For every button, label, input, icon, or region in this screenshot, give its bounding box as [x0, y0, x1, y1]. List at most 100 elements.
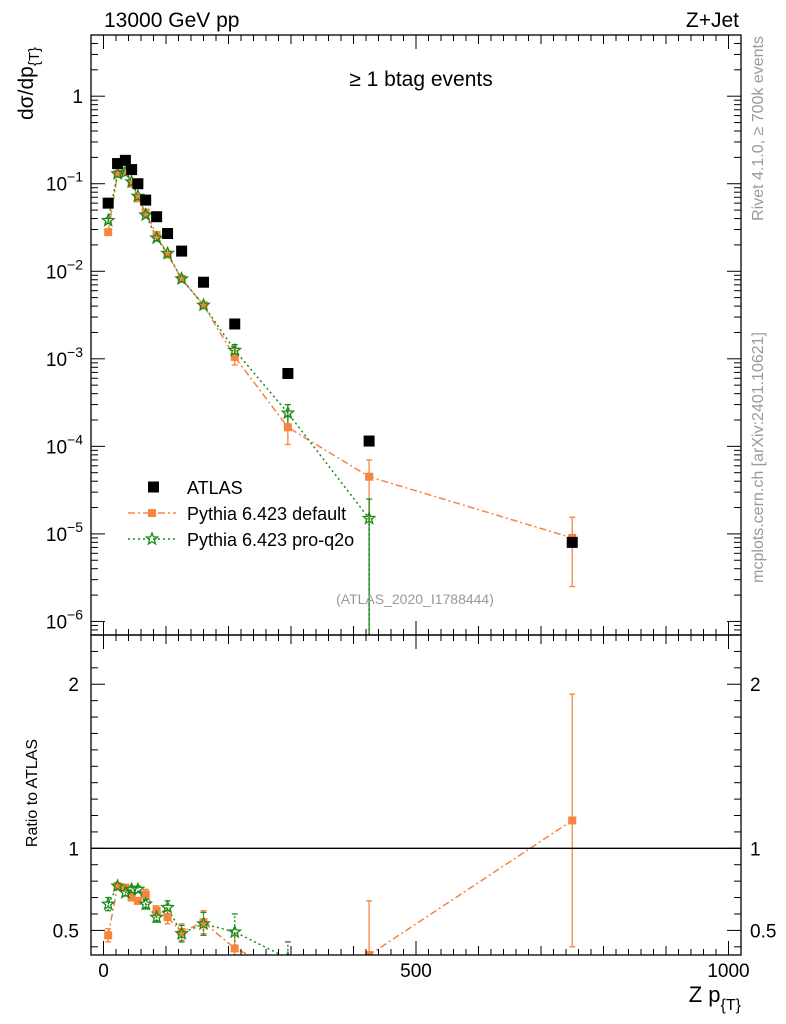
pythia-default-ratio-point [199, 918, 208, 927]
legend-pythia-default-marker [148, 509, 156, 517]
legend-atlas-marker [148, 481, 159, 493]
y-tick-label: 10−1 [46, 169, 83, 196]
ratio-y-tick-label-right: 0.5 [750, 921, 776, 942]
y-tick-base: 1 [72, 87, 83, 108]
pythia-default-ratio-point [133, 896, 142, 905]
legend-label: Pythia 6.423 pro-q2o [187, 530, 354, 550]
pythia-pro-q2o-ratio-point [130, 881, 146, 896]
pythia-pro-q2o-point [160, 245, 176, 260]
y-tick-base: 10 [46, 525, 67, 546]
pythia-default-ratio-point [230, 944, 239, 953]
pythia-pro-q2o-ratio-point [160, 899, 176, 914]
atlas-data-point [112, 158, 124, 170]
legend-item: Pythia 6.423 pro-q2o [128, 530, 354, 550]
pythia-pro-q2o-point [361, 510, 377, 525]
legend-pythia-pro-q2o-marker [144, 531, 160, 546]
pythia-default-ratio-point [163, 913, 172, 922]
y-tick-label: 1 [72, 87, 83, 108]
pythia-default-point [163, 250, 172, 259]
y-tick-base: 10 [46, 262, 67, 283]
pythia-pro-q2o-point [138, 207, 154, 222]
series-line-pythia-default [107, 169, 573, 539]
pythia-pro-q2o-point [227, 342, 243, 357]
pythia-pro-q2o-ratio-point [149, 909, 164, 924]
x-tick-label: 0 [98, 961, 109, 982]
pythia-pro-q2o-ratio-point [138, 896, 154, 911]
main-panel-data [100, 154, 578, 635]
y-tick-label: 10−2 [46, 256, 83, 283]
pythia-default-point [152, 230, 161, 239]
pythia-default-ratio-point [104, 931, 113, 940]
ratio-y-tick-label: 1 [68, 839, 79, 860]
atlas-data-point [229, 318, 241, 330]
ratio-line-pythia-pro-q2o [107, 884, 283, 955]
atlas-data-point [140, 194, 152, 206]
pythia-default-point [177, 274, 186, 283]
mcplots-reference-label: mcplots.cern.ch [arXiv:2401.10621] [750, 332, 767, 583]
pythia-default-ratio-point [127, 893, 136, 902]
pythia-default-ratio-point [141, 890, 150, 899]
series-line-pythia-pro-q2o [107, 171, 370, 519]
pythia-pro-q2o-ratio-point [363, 985, 374, 996]
pythia-default-ratio-point [177, 928, 186, 937]
y-tick-label: 10−4 [46, 431, 83, 458]
pythia-default-point [230, 352, 239, 361]
y-tick-base: 10 [46, 437, 67, 458]
pythia-default-point [127, 179, 136, 188]
chart-title: ≥ 1 btag events [349, 68, 492, 91]
pythia-default-ratio-point [113, 882, 122, 891]
ratio-panel-frame [90, 634, 742, 956]
x-axis-label: Z p{T} [689, 982, 742, 1014]
x-axis-label-sub: {T} [721, 997, 742, 1014]
pythia-default-point [113, 169, 122, 178]
ratio-y-axis-label: Ratio to ATLAS [24, 739, 41, 847]
pythia-pro-q2o-point [100, 212, 116, 227]
atlas-data-point [282, 367, 294, 379]
x-tick-label: 500 [400, 961, 432, 982]
x-axis-label-main: Z p [689, 982, 721, 1007]
legend-item: Pythia 6.423 default [128, 504, 346, 524]
pythia-pro-q2o-ratio-point [100, 896, 116, 911]
legend-item: ATLAS [148, 478, 243, 498]
pythia-default-point [365, 472, 374, 481]
pythia-pro-q2o-point [130, 188, 146, 203]
ratio-panel-data [100, 693, 577, 996]
y-tick-exponent: −2 [67, 256, 83, 272]
pythia-pro-q2o-ratio-point [110, 878, 126, 893]
analysis-tag: (ATLAS_2020_I1788444) [336, 591, 494, 607]
y-tick-base: 10 [46, 175, 67, 196]
atlas-data-point [176, 245, 188, 257]
header-energy-label: 13000 GeV pp [104, 9, 239, 32]
atlas-data-point [102, 197, 114, 209]
y-tick-exponent: −3 [67, 344, 83, 360]
pythia-default-point [283, 423, 292, 432]
pythia-default-point [141, 208, 150, 217]
y-tick-exponent: −6 [67, 606, 83, 622]
atlas-data-point [363, 435, 375, 447]
legend-label: Pythia 6.423 default [187, 504, 346, 524]
pythia-pro-q2o-ratio-point [227, 924, 243, 939]
y-tick-exponent: −5 [67, 519, 83, 535]
y-tick-base: 10 [46, 350, 67, 371]
ratio-y-tick-label: 0.5 [53, 921, 79, 942]
pythia-default-point [104, 228, 113, 237]
y-tick-base: 10 [46, 612, 67, 633]
pythia-pro-q2o-point [196, 297, 211, 312]
atlas-data-point [162, 228, 174, 240]
y-axis-label-sub: {T} [26, 47, 43, 66]
pythia-default-point [121, 166, 130, 175]
atlas-data-point [198, 276, 209, 288]
atlas-data-point [566, 536, 578, 548]
y-tick-exponent: −1 [67, 169, 83, 185]
x-tick-label: 1000 [707, 961, 749, 982]
y-axis-label-main: dσ/dp [15, 66, 38, 120]
pythia-pro-q2o-ratio-point [286, 950, 290, 955]
atlas-data-point [126, 164, 138, 176]
pythia-pro-q2o-ratio-point [196, 915, 211, 931]
atlas-data-point [132, 178, 144, 190]
y-tick-exponent: −4 [67, 431, 83, 447]
pythia-pro-q2o-point [280, 405, 296, 420]
rivet-version-label: Rivet 4.1.0, ≥ 700k events [750, 36, 767, 221]
atlas-data-point [119, 154, 131, 166]
